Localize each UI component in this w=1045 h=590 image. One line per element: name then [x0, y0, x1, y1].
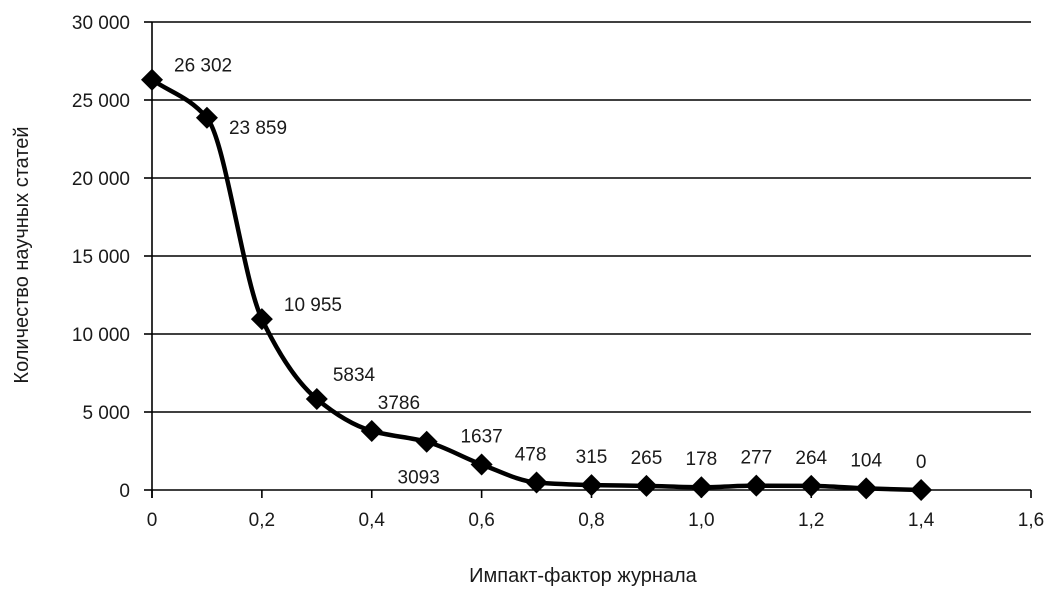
y-tick-label: 5 000: [82, 403, 130, 424]
y-tick-label: 15 000: [72, 247, 130, 268]
data-label: 264: [795, 448, 827, 469]
data-point-marker: [415, 430, 438, 453]
data-point-marker: [690, 476, 713, 499]
data-label: 23 859: [229, 118, 287, 139]
data-label: 0: [916, 452, 927, 473]
data-point-marker: [525, 471, 548, 494]
x-tick-label: 0,4: [359, 510, 386, 531]
data-label: 5834: [333, 365, 376, 386]
series-line: [149, 77, 924, 493]
data-point-marker: [580, 474, 603, 497]
data-label: 277: [740, 448, 772, 469]
y-tick-label: 20 000: [72, 169, 130, 190]
y-axis-title: Количество научных статей: [11, 126, 33, 383]
x-tick-label: 0,6: [468, 510, 494, 531]
data-point-marker: [800, 474, 823, 497]
data-point-marker: [195, 106, 218, 129]
x-tick-label: 1,0: [688, 510, 714, 531]
data-label: 3093: [398, 468, 440, 489]
data-point-marker: [360, 419, 383, 442]
y-tick-label: 25 000: [72, 91, 130, 112]
x-tick-label: 1,6: [1018, 510, 1044, 531]
data-point-marker: [910, 479, 933, 501]
x-axis-title: Импакт-фактор журнала: [469, 565, 698, 587]
x-tick-label: 0,2: [249, 510, 275, 531]
data-point-marker: [141, 68, 163, 91]
data-point-marker: [250, 308, 273, 331]
data-label: 178: [686, 449, 718, 470]
x-tick-label: 1,4: [908, 510, 935, 531]
x-tick-label: 0,8: [578, 510, 604, 531]
y-tick-label: 10 000: [72, 325, 130, 346]
axes: [144, 21, 1032, 498]
gridlines: [152, 21, 1031, 413]
data-point-marker: [855, 477, 878, 500]
data-markers: [141, 68, 933, 501]
x-tick-label: 1,2: [798, 510, 824, 531]
data-label: 478: [515, 445, 547, 466]
data-point-marker: [745, 474, 768, 497]
y-tick-label: 0: [119, 481, 130, 502]
data-point-marker: [305, 387, 328, 410]
data-label: 104: [850, 450, 882, 471]
data-point-marker: [470, 453, 493, 476]
y-tick-labels: 0 5 000 10 000 15 000 20 000 25 000 30 000: [72, 13, 130, 502]
data-label: 3786: [378, 393, 420, 414]
data-label: 10 955: [284, 295, 342, 316]
data-label: 315: [576, 447, 608, 468]
data-label: 26 302: [174, 56, 232, 77]
x-tick-label: 0: [147, 510, 158, 531]
x-tick-labels: 0 0,2 0,4 0,6 0,8 1,0 1,2 1,4 1,6: [147, 510, 1045, 531]
y-tick-label: 30 000: [72, 13, 130, 34]
data-label: 265: [631, 448, 663, 469]
data-label: 1637: [460, 426, 502, 447]
data-point-marker: [635, 474, 658, 497]
